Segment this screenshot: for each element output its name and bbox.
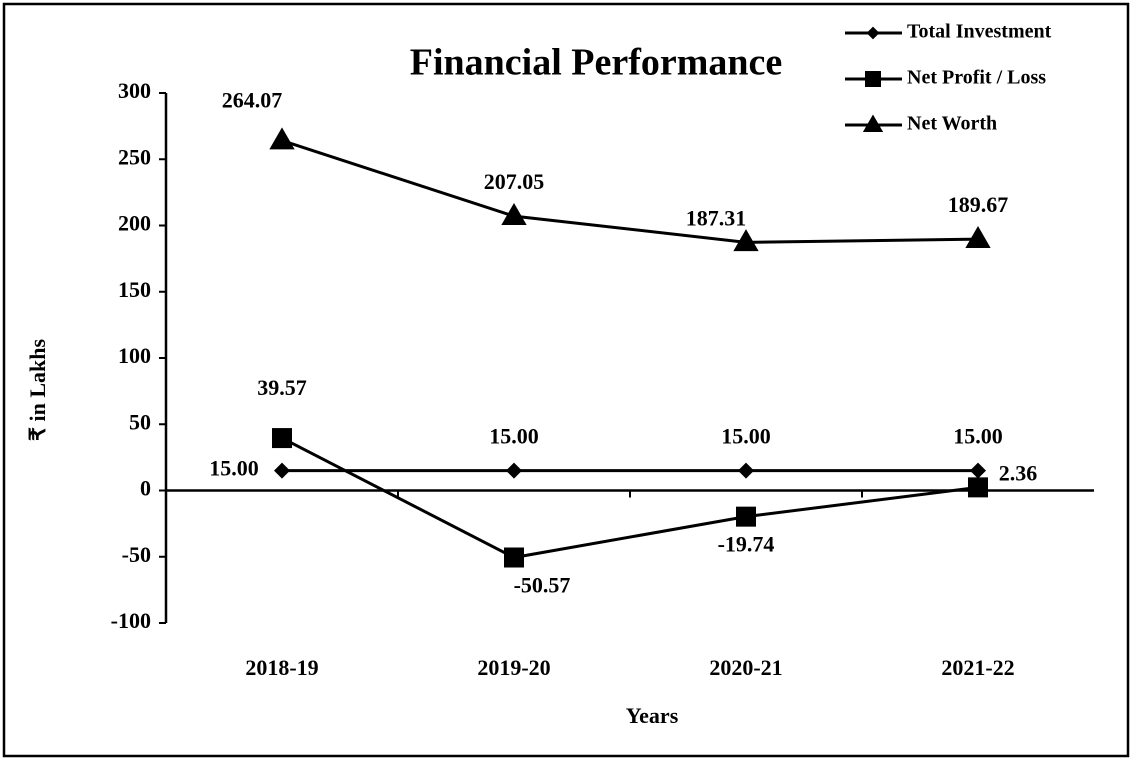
y-tick-label: 100: [118, 343, 151, 368]
y-tick-label: 250: [118, 144, 151, 169]
marker-diamond: [970, 462, 986, 479]
data-label: 15.00: [721, 424, 771, 449]
marker-triangle: [965, 225, 991, 248]
chart-title: Financial Performance: [410, 42, 783, 84]
data-label: 189.67: [948, 192, 1009, 217]
marker-square: [865, 71, 881, 87]
data-label: 207.05: [484, 169, 545, 194]
legend-label: Total Investment: [907, 21, 1052, 43]
y-axis-label: ₹ in Lakhs: [25, 339, 50, 441]
x-tick-label: 2018-19: [245, 655, 318, 680]
marker-diamond: [274, 462, 290, 479]
y-tick-label: -100: [111, 608, 151, 633]
marker-square: [272, 428, 292, 449]
y-tick-label: 150: [118, 277, 151, 302]
marker-triangle: [269, 127, 295, 150]
series-line: [281, 139, 979, 244]
marker-triangle: [733, 229, 759, 252]
marker-square: [736, 506, 756, 527]
x-axis-label: Years: [626, 703, 679, 728]
data-label: 264.07: [222, 88, 283, 113]
marker-diamond: [866, 26, 880, 40]
marker-square: [968, 477, 988, 498]
series-line: [281, 436, 979, 560]
marker-diamond: [506, 462, 522, 479]
data-label: 15.00: [209, 456, 259, 481]
y-tick-label: 50: [129, 409, 151, 434]
y-tick-label: 300: [118, 78, 151, 103]
data-label: 2.36: [999, 460, 1038, 485]
y-tick-label: -50: [122, 542, 151, 567]
data-label: 15.00: [953, 424, 1003, 449]
y-tick-label: 0: [140, 476, 151, 501]
x-tick-label: 2020-21: [709, 655, 782, 680]
marker-triangle: [501, 202, 527, 225]
marker-triangle: [862, 114, 884, 133]
legend-label: Net Worth: [907, 113, 997, 135]
data-label: 187.31: [686, 205, 747, 230]
marker-diamond: [738, 462, 754, 479]
data-label: -19.74: [718, 532, 775, 557]
y-tick-label: 200: [118, 211, 151, 236]
legend-label: Net Profit / Loss: [907, 67, 1046, 89]
x-tick-label: 2021-22: [941, 655, 1014, 680]
marker-square: [504, 547, 524, 568]
data-label: 39.57: [257, 375, 307, 400]
data-label: 15.00: [489, 424, 539, 449]
x-tick-label: 2019-20: [477, 655, 550, 680]
data-label: -50.57: [514, 573, 571, 598]
